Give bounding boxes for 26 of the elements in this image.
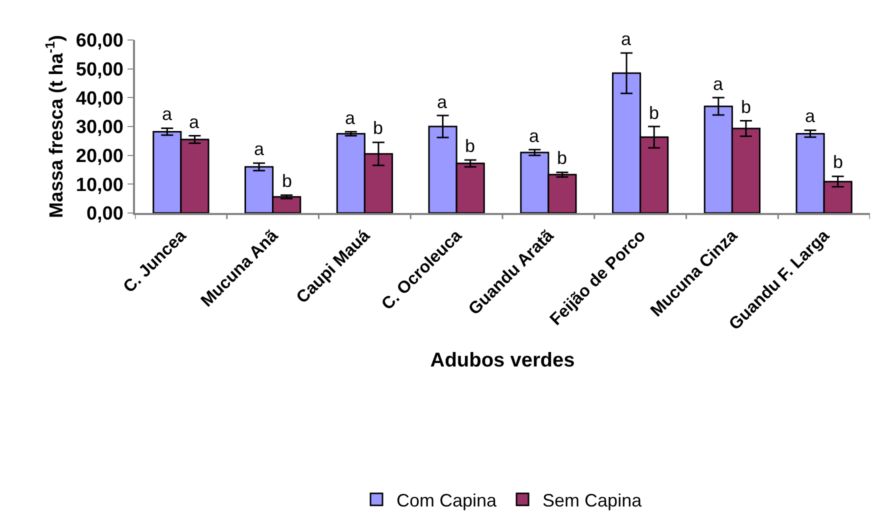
y-tick-label: 40,00 — [76, 88, 124, 110]
y-tick-label: 60,00 — [76, 30, 124, 52]
data-label: a — [254, 139, 265, 159]
legend-label: Com Capina — [396, 490, 498, 510]
x-axis-title: Adubos verdes — [430, 350, 575, 372]
data-label: a — [621, 29, 632, 49]
data-label: b — [741, 97, 752, 117]
y-tick-label: 10,00 — [76, 174, 124, 196]
data-label: a — [437, 92, 448, 112]
data-label: a — [529, 126, 540, 146]
data-label: a — [805, 106, 816, 126]
data-label: b — [282, 171, 292, 191]
data-label: b — [373, 118, 384, 138]
data-label: b — [833, 152, 844, 172]
data-label: a — [162, 104, 173, 124]
data-label: a — [713, 74, 724, 94]
y-tick-label: 50,00 — [76, 59, 124, 80]
data-label: a — [345, 108, 356, 128]
data-label: b — [649, 103, 660, 123]
data-label: a — [189, 112, 200, 132]
legend-label: Sem Capina — [542, 490, 643, 510]
y-tick-label: 20,00 — [76, 146, 124, 167]
data-label: b — [557, 148, 568, 168]
data-label: b — [465, 136, 476, 156]
y-tick-label: 0,00 — [86, 204, 124, 225]
y-tick-label: 30,00 — [76, 117, 124, 138]
